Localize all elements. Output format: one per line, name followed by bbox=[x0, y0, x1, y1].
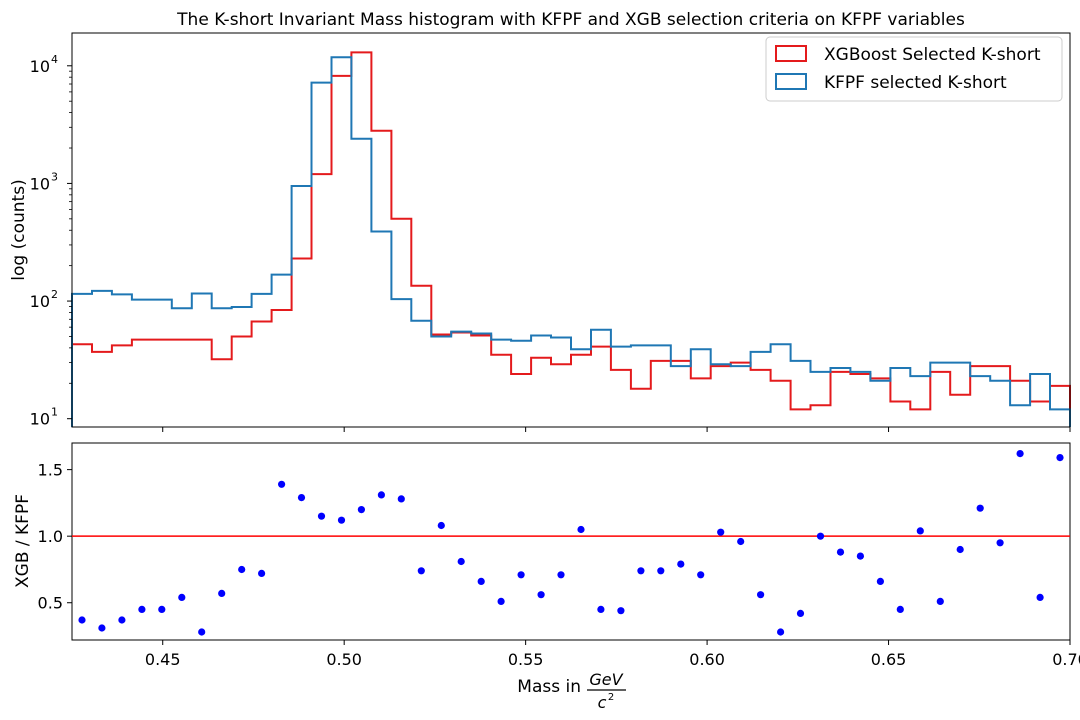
chart-title: The K-short Invariant Mass histogram wit… bbox=[176, 10, 965, 30]
top-ytick-label: 10 bbox=[30, 410, 50, 429]
ratio-point bbox=[198, 628, 206, 636]
ratio-point bbox=[936, 597, 944, 606]
ratio-point bbox=[98, 624, 106, 632]
bottom-ytick-label: 1.0 bbox=[38, 527, 63, 546]
ratio-point bbox=[757, 591, 765, 599]
bottom-xtick-label: 0.45 bbox=[145, 650, 181, 669]
ratio-point bbox=[497, 597, 505, 606]
top-ytick-exponent: 2 bbox=[51, 288, 58, 301]
ratio-point bbox=[517, 571, 525, 579]
ratio-point bbox=[916, 527, 924, 535]
top-ylabel: log (counts) bbox=[9, 179, 29, 280]
ratio-point bbox=[956, 545, 964, 554]
ratio-point bbox=[976, 504, 984, 512]
legend-label-kfpf: KFPF selected K-short bbox=[824, 73, 1007, 93]
ratio-point bbox=[657, 567, 665, 575]
ratio-point bbox=[337, 516, 346, 524]
ratio-point bbox=[737, 537, 745, 546]
ratio-point bbox=[258, 569, 266, 578]
series-line-xgboost bbox=[71, 51, 1071, 427]
legend-label-xgb: XGBoost Selected K-short bbox=[824, 45, 1041, 65]
ratio-point bbox=[796, 609, 805, 618]
bottom-ytick-label: 0.5 bbox=[38, 594, 63, 613]
ratio-point bbox=[677, 560, 685, 568]
ratio-point bbox=[777, 628, 785, 636]
top-ytick-label: 10 bbox=[30, 292, 50, 311]
ratio-point bbox=[996, 539, 1004, 547]
ratio-point bbox=[1016, 450, 1024, 458]
ratio-point bbox=[218, 589, 226, 598]
top-ytick-label: 10 bbox=[30, 174, 50, 193]
ratio-point bbox=[836, 548, 845, 556]
ratio-point bbox=[1036, 593, 1044, 602]
bottom-xtick-label: 0.70 bbox=[1052, 650, 1080, 669]
top-ytick-exponent: 4 bbox=[51, 53, 58, 66]
ratio-point bbox=[557, 571, 565, 579]
ratio-point bbox=[118, 616, 126, 624]
top-ytick-label: 10 bbox=[30, 57, 50, 76]
ratio-point bbox=[856, 552, 865, 560]
ratio-point bbox=[158, 605, 166, 614]
ratio-point bbox=[597, 605, 605, 614]
xlabel-numerator: GeV bbox=[589, 670, 623, 689]
legend-swatch-kfpf bbox=[775, 73, 807, 90]
legend-swatch-xgb bbox=[775, 45, 807, 62]
ratio-point bbox=[577, 525, 585, 534]
ratio-point bbox=[317, 512, 326, 520]
ratio-point bbox=[178, 593, 186, 602]
legend: XGBoost Selected K-short KFPF selected K… bbox=[765, 36, 1063, 102]
xlabel-prefix: Mass in bbox=[517, 677, 581, 697]
top-ytick-exponent: 3 bbox=[51, 170, 58, 183]
ratio-point bbox=[78, 616, 86, 624]
bottom-plot-frame bbox=[71, 442, 1071, 641]
ratio-point bbox=[637, 567, 645, 575]
ratio-point bbox=[617, 607, 625, 615]
ratio-point bbox=[1056, 454, 1064, 462]
ratio-point bbox=[437, 521, 445, 530]
bottom-xtick-label: 0.65 bbox=[871, 650, 907, 669]
ratio-point bbox=[717, 528, 725, 536]
ratio-point bbox=[896, 605, 904, 614]
ratio-point bbox=[417, 567, 425, 575]
ratio-point bbox=[457, 557, 465, 566]
ratio-point bbox=[816, 532, 825, 540]
bottom-xtick-label: 0.50 bbox=[326, 650, 362, 669]
top-ytick-exponent: 1 bbox=[51, 406, 58, 419]
ratio-point bbox=[138, 605, 146, 614]
ratio-point bbox=[397, 495, 405, 503]
xlabel-denominator-sup: 2 bbox=[608, 692, 614, 703]
ratio-point bbox=[278, 480, 286, 488]
ratio-point bbox=[297, 494, 306, 502]
bottom-ylabel: XGB / KFPF bbox=[13, 494, 33, 588]
ratio-point bbox=[537, 591, 545, 599]
ratio-point bbox=[477, 577, 485, 586]
series-line-kfpf bbox=[71, 56, 1071, 427]
ratio-point bbox=[377, 491, 385, 499]
ratio-point bbox=[697, 571, 705, 579]
bottom-xtick-label: 0.60 bbox=[689, 650, 725, 669]
ratio-panel: 0.5 1.0 1.5 0.45 0.50 0.55 0.60 0.65 0.70 XGB / … bbox=[13, 442, 1080, 669]
ratio-point bbox=[876, 577, 885, 586]
legend-box bbox=[765, 36, 1063, 102]
xlabel-denominator: c bbox=[598, 693, 607, 712]
bottom-xtick-label: 0.55 bbox=[508, 650, 544, 669]
ratio-point bbox=[357, 506, 365, 514]
bottom-ytick-label: 1.5 bbox=[38, 461, 63, 480]
x-axis-label: Mass in GeV c 2 bbox=[517, 670, 626, 712]
ratio-point bbox=[238, 565, 246, 574]
